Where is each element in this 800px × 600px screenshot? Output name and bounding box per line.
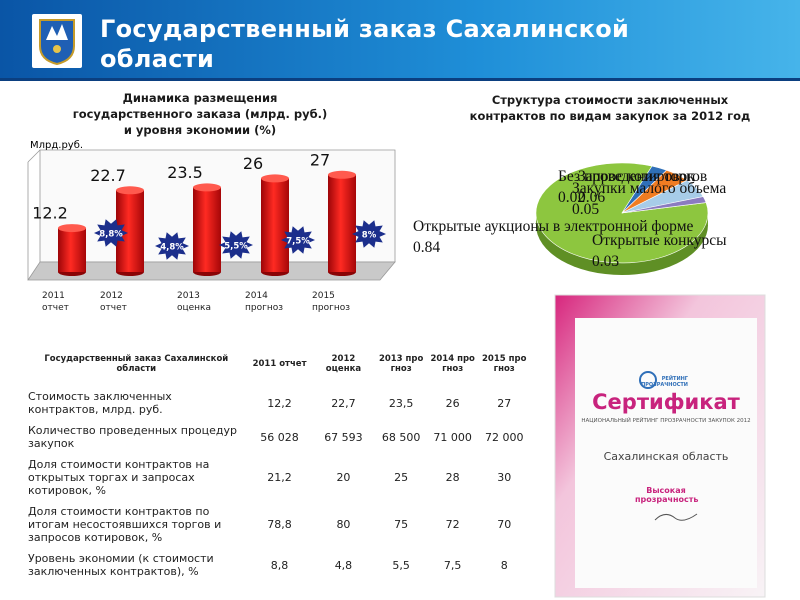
economy-label: 8,8% <box>99 230 123 240</box>
table-cell: 22,7 <box>331 396 356 410</box>
column-header: 2015 прогноз <box>482 354 527 374</box>
bar <box>328 174 356 272</box>
slice-value: 0.84 <box>413 239 441 256</box>
table-cell: 7,5 <box>443 558 462 572</box>
bar-value-label: 27 <box>310 150 330 169</box>
slice-value: 0.03 <box>592 253 620 270</box>
table-row: Доля стоимости контрактов на открытых то… <box>25 454 530 501</box>
row-label: Количество проведенных процедур закупок <box>28 424 238 450</box>
table-cell: 5,5 <box>392 558 410 572</box>
bar <box>261 178 289 272</box>
column-header: Государственный заказ Сахалинской област… <box>44 354 229 374</box>
slide-title: Государственный заказ Сахалинской област… <box>100 15 630 73</box>
economy-badge <box>94 219 128 247</box>
table-cell: 8 <box>500 558 508 572</box>
economy-badge <box>219 231 253 259</box>
economy-label: 8% <box>362 231 377 241</box>
bar-value-label: 26 <box>243 154 263 173</box>
slice-value: 0.05 <box>572 201 600 218</box>
certificate <box>554 294 766 598</box>
y-axis-label: Млрд.руб. <box>30 140 84 151</box>
economy-label: 7,5% <box>286 237 310 247</box>
coat-of-arms <box>32 14 82 68</box>
bar-value-label: 23.5 <box>167 163 203 182</box>
slice-label: Без проведения торгов <box>558 168 708 185</box>
table-cell: 70 <box>497 518 512 531</box>
x-tick-label: 2013 оценка <box>177 291 212 313</box>
table-cell: 71 000 <box>433 430 472 444</box>
certificate-region: Сахалинская область <box>603 450 729 463</box>
bar-top <box>261 174 289 183</box>
column-header: 2013 прогноз <box>378 354 424 374</box>
bar <box>58 228 86 272</box>
slice-label: Открытые аукционы в электронной форме <box>413 218 694 235</box>
table-row: Стоимость заключенных контрактов, млрд. … <box>25 386 530 420</box>
table-cell: 75 <box>394 518 409 531</box>
table-cell: 4,8 <box>334 558 353 572</box>
economy-label: 5,5% <box>224 242 248 252</box>
bar-top <box>193 183 221 192</box>
slice-value: 0.06 <box>578 189 606 206</box>
bar-value-label: 12.2 <box>32 204 68 223</box>
slice-label: Открытые конкурсы <box>592 232 727 249</box>
row-label: Доля стоимости контрактов на открытых то… <box>28 458 210 497</box>
header-row: Государственный заказ Сахалинской област… <box>25 342 530 386</box>
row-label: Доля стоимости контрактов по итогам несо… <box>28 505 222 544</box>
table-cell: 25 <box>394 471 409 484</box>
bar-top <box>116 186 144 195</box>
row-label: Уровень экономии (к стоимости заключенны… <box>28 552 214 578</box>
table-row: Уровень экономии (к стоимости заключенны… <box>25 548 530 582</box>
economy-badge <box>155 232 189 260</box>
bar-value-label: 22.7 <box>90 166 126 185</box>
table-cell: 56 028 <box>260 430 299 444</box>
economy-label: 4,8% <box>160 243 184 253</box>
table-cell: 72 <box>445 518 460 531</box>
table-cell: 26 <box>445 396 460 410</box>
table-cell: 67 593 <box>324 430 363 444</box>
certificate-title: Сертификат <box>592 390 740 414</box>
table-cell: 68 500 <box>381 430 421 444</box>
certificate-award: Высокая прозрачность <box>635 486 699 504</box>
table-cell: 28 <box>445 471 460 484</box>
economy-badge <box>281 226 315 254</box>
x-tick-label: 2012 отчет <box>100 291 127 313</box>
bar-top <box>328 170 356 179</box>
table-cell: 12,2 <box>267 396 292 410</box>
table-cell: 80 <box>336 518 351 531</box>
table-row: Количество проведенных процедур закупок 5… <box>25 420 530 454</box>
table-cell: 23,5 <box>388 396 414 410</box>
bar <box>193 187 221 272</box>
header-band <box>0 0 800 80</box>
column-header: 2012 оценка <box>325 354 362 374</box>
table-row: Доля стоимости контрактов по итогам несо… <box>25 501 530 548</box>
header-rule <box>0 78 800 81</box>
bar-top <box>58 224 86 233</box>
table-cell: 27 <box>497 396 512 410</box>
table-cell: 21,2 <box>267 471 292 484</box>
certificate-subtitle: НАЦИОНАЛЬНЫЙ РЕЙТИНГ ПРОЗРАЧНОСТИ ЗАКУПО… <box>581 418 751 424</box>
x-tick-label: 2011 отчет <box>42 291 69 313</box>
data-table: Государственный заказ Сахалинской област… <box>25 342 530 582</box>
table-cell: 20 <box>336 471 351 484</box>
table-cell: 78,8 <box>267 518 292 531</box>
pie-slice <box>621 196 707 214</box>
table-cell: 72 000 <box>484 430 524 444</box>
row-label: Стоимость заключенных контрактов, млрд. … <box>28 390 172 416</box>
x-tick-label: 2014 прогноз <box>245 291 284 313</box>
certificate-logo: РЕЙТИНГ ПРОЗРАЧНОСТИ <box>641 376 688 388</box>
x-tick-label: 2015 прогноз <box>312 291 351 313</box>
slice-label: Запрос котировок <box>578 168 695 185</box>
column-header: 2014 прогноз <box>430 354 475 374</box>
table-cell: 8,8 <box>270 558 289 572</box>
table-cell: 30 <box>497 471 512 484</box>
slice-label: Закупки малого объема <box>572 180 727 197</box>
pie-chart-title: Структура стоимости заключенных контракт… <box>469 93 751 123</box>
column-header: 2011 отчет <box>252 359 307 369</box>
economy-badge <box>352 220 386 248</box>
slice-value: 0.02 <box>558 189 586 206</box>
bar-chart-title: Динамика размещения государственного зак… <box>72 91 328 137</box>
